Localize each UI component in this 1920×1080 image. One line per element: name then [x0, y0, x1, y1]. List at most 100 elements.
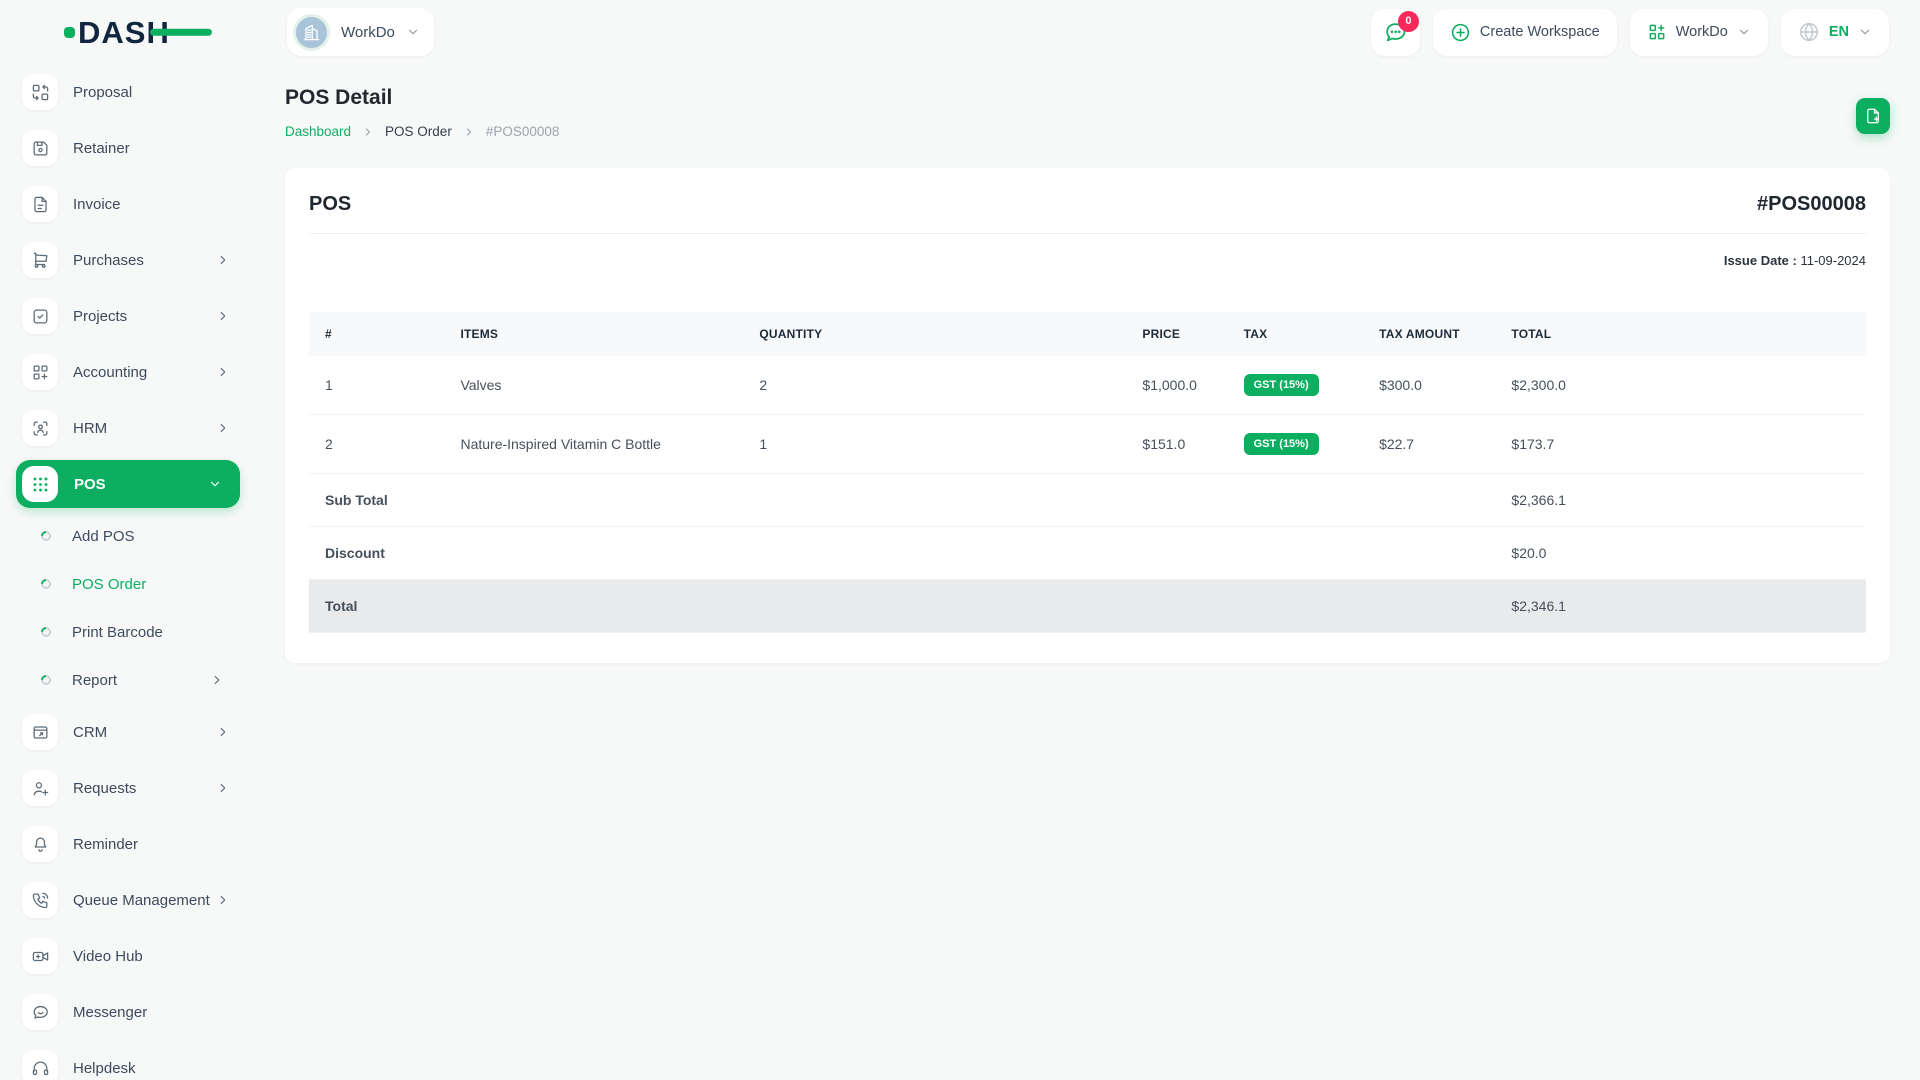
breadcrumb: Dashboard POS Order #POS00008: [285, 124, 559, 139]
sidebar-item-projects[interactable]: Projects: [0, 288, 250, 344]
sidebar-subitem-report[interactable]: Report: [0, 656, 250, 704]
breadcrumb-pos-order[interactable]: POS Order: [385, 124, 452, 139]
building-icon: [303, 24, 320, 40]
sidebar-item-helpdesk[interactable]: Helpdesk: [0, 1040, 250, 1080]
sidebar-item-proposal[interactable]: Proposal: [0, 64, 250, 120]
messages-button[interactable]: 0: [1370, 8, 1420, 56]
cell-tax: GST (15%): [1227, 356, 1364, 415]
headphones-icon: [22, 1050, 58, 1080]
file-plus-icon: [1867, 108, 1879, 124]
cell-index: 2: [309, 414, 445, 474]
logo-dot: [64, 26, 75, 38]
sidebar-item-accounting[interactable]: Accounting: [0, 344, 250, 400]
phone-call-icon: [22, 882, 58, 918]
chevron-right-icon: [216, 365, 230, 379]
sidebar-item-messenger[interactable]: Messenger: [0, 984, 250, 1040]
sidebar-item-invoice[interactable]: Invoice: [0, 176, 250, 232]
create-workspace-label: Create Workspace: [1479, 24, 1600, 40]
table-header-row: # ITEMS QUANTITY PRICE TAX TAX AMOUNT TO…: [309, 312, 1866, 356]
sidebar-item-crm[interactable]: CRM: [0, 704, 250, 760]
sidebar-item-purchases[interactable]: Purchases: [0, 232, 250, 288]
total-label: Total: [309, 579, 1496, 633]
sidebar-item-queue-management[interactable]: Queue Management: [0, 872, 250, 928]
pos-detail-card: POS #POS00008 Issue Date : 11-09-2024 # …: [285, 168, 1890, 663]
chevron-right-icon: [216, 253, 230, 267]
bullet-icon: [38, 576, 54, 592]
cell-total: $173.7: [1495, 414, 1866, 474]
video-camera-icon: [22, 938, 58, 974]
subtotal-label: Sub Total: [309, 473, 1496, 527]
main-content: POS Detail Dashboard POS Order #POS00008…: [250, 64, 1920, 1080]
purchases-icon: [22, 242, 58, 278]
discount-label: Discount: [309, 526, 1496, 580]
bullet-icon: [38, 528, 54, 544]
subtotal-row: Sub Total $2,366.1: [309, 473, 1866, 527]
logo-bar: [150, 28, 212, 36]
issue-date-value: 11-09-2024: [1800, 253, 1866, 268]
language-selector[interactable]: EN: [1780, 8, 1889, 56]
breadcrumb-current: #POS00008: [485, 124, 560, 139]
sidebar: Proposal Retainer Invoice Purchases Proj…: [0, 64, 250, 1080]
sidebar-subitem-pos-order[interactable]: POS Order: [0, 560, 250, 608]
discount-row: Discount $20.0: [309, 526, 1866, 580]
hrm-icon: [22, 410, 58, 446]
col-header-quantity: QUANTITY: [743, 312, 1127, 356]
sidebar-subitem-add-pos[interactable]: Add POS: [0, 512, 250, 560]
export-pos-button[interactable]: [1856, 98, 1890, 134]
workspace-menu-button[interactable]: WorkDo: [1629, 8, 1768, 56]
workspace-selector-label: WorkDo: [341, 23, 395, 41]
col-header-total: TOTAL: [1495, 312, 1866, 356]
page-title-block: POS Detail Dashboard POS Order #POS00008: [285, 86, 559, 139]
chevron-down-icon: [1737, 25, 1751, 39]
topbar-actions: 0 Create Workspace WorkDo EN: [1370, 8, 1920, 56]
discount-value: $20.0: [1495, 526, 1866, 580]
subtotal-value: $2,366.1: [1495, 473, 1866, 527]
tax-badge: GST (15%): [1243, 433, 1319, 455]
bullet-icon: [38, 624, 54, 640]
user-plus-icon: [22, 770, 58, 806]
col-header-tax-amount: TAX AMOUNT: [1363, 312, 1496, 356]
language-label: EN: [1828, 24, 1849, 40]
chevron-right-icon: [216, 309, 230, 323]
chevron-right-icon: [216, 725, 230, 739]
cell-quantity: 2: [743, 356, 1127, 415]
retainer-icon: [22, 130, 58, 166]
chevron-right-icon: [362, 126, 374, 138]
breadcrumb-dashboard[interactable]: Dashboard: [285, 124, 352, 139]
cell-index: 1: [309, 356, 445, 415]
table-row: 1 Valves 2 $1,000.0 GST (15%) $300.0 $2,…: [309, 356, 1866, 415]
tax-badge: GST (15%): [1243, 374, 1319, 396]
sidebar-item-reminder[interactable]: Reminder: [0, 816, 250, 872]
workspace-selector[interactable]: WorkDo: [287, 8, 434, 56]
chevron-right-icon: [216, 781, 230, 795]
sidebar-item-requests[interactable]: Requests: [0, 760, 250, 816]
workspace-avatar: [293, 13, 330, 51]
sidebar-item-hrm[interactable]: HRM: [0, 400, 250, 456]
app-logo[interactable]: DASH: [64, 17, 212, 48]
page-header: POS Detail Dashboard POS Order #POS00008: [285, 86, 1890, 139]
bullet-icon: [38, 672, 54, 688]
pos-card-title: POS: [309, 193, 352, 215]
cell-tax: GST (15%): [1227, 414, 1364, 474]
chevron-down-icon: [208, 477, 222, 491]
issue-date-label: Issue Date :: [1723, 253, 1797, 268]
col-header-items: ITEMS: [444, 312, 744, 356]
messages-count-badge: 0: [1397, 10, 1419, 32]
cell-quantity: 1: [743, 414, 1127, 474]
page-title: POS Detail: [285, 86, 393, 109]
table-row: 2 Nature-Inspired Vitamin C Bottle 1 $15…: [309, 414, 1866, 474]
col-header-tax: TAX: [1227, 312, 1364, 356]
cell-total: $2,300.0: [1495, 356, 1866, 415]
cell-tax-amount: $22.7: [1363, 414, 1496, 474]
crm-icon: [22, 714, 58, 750]
total-row: Total $2,346.1: [309, 579, 1866, 633]
issue-date: Issue Date : 11-09-2024: [309, 253, 1866, 268]
sidebar-item-video-hub[interactable]: Video Hub: [0, 928, 250, 984]
invoice-icon: [22, 186, 58, 222]
sidebar-item-retainer[interactable]: Retainer: [0, 120, 250, 176]
sidebar-item-pos[interactable]: POS: [16, 460, 240, 508]
create-workspace-button[interactable]: Create Workspace: [1432, 8, 1617, 56]
accounting-icon: [22, 354, 58, 390]
sidebar-subitem-print-barcode[interactable]: Print Barcode: [0, 608, 250, 656]
circle-plus-icon: [1451, 23, 1470, 41]
